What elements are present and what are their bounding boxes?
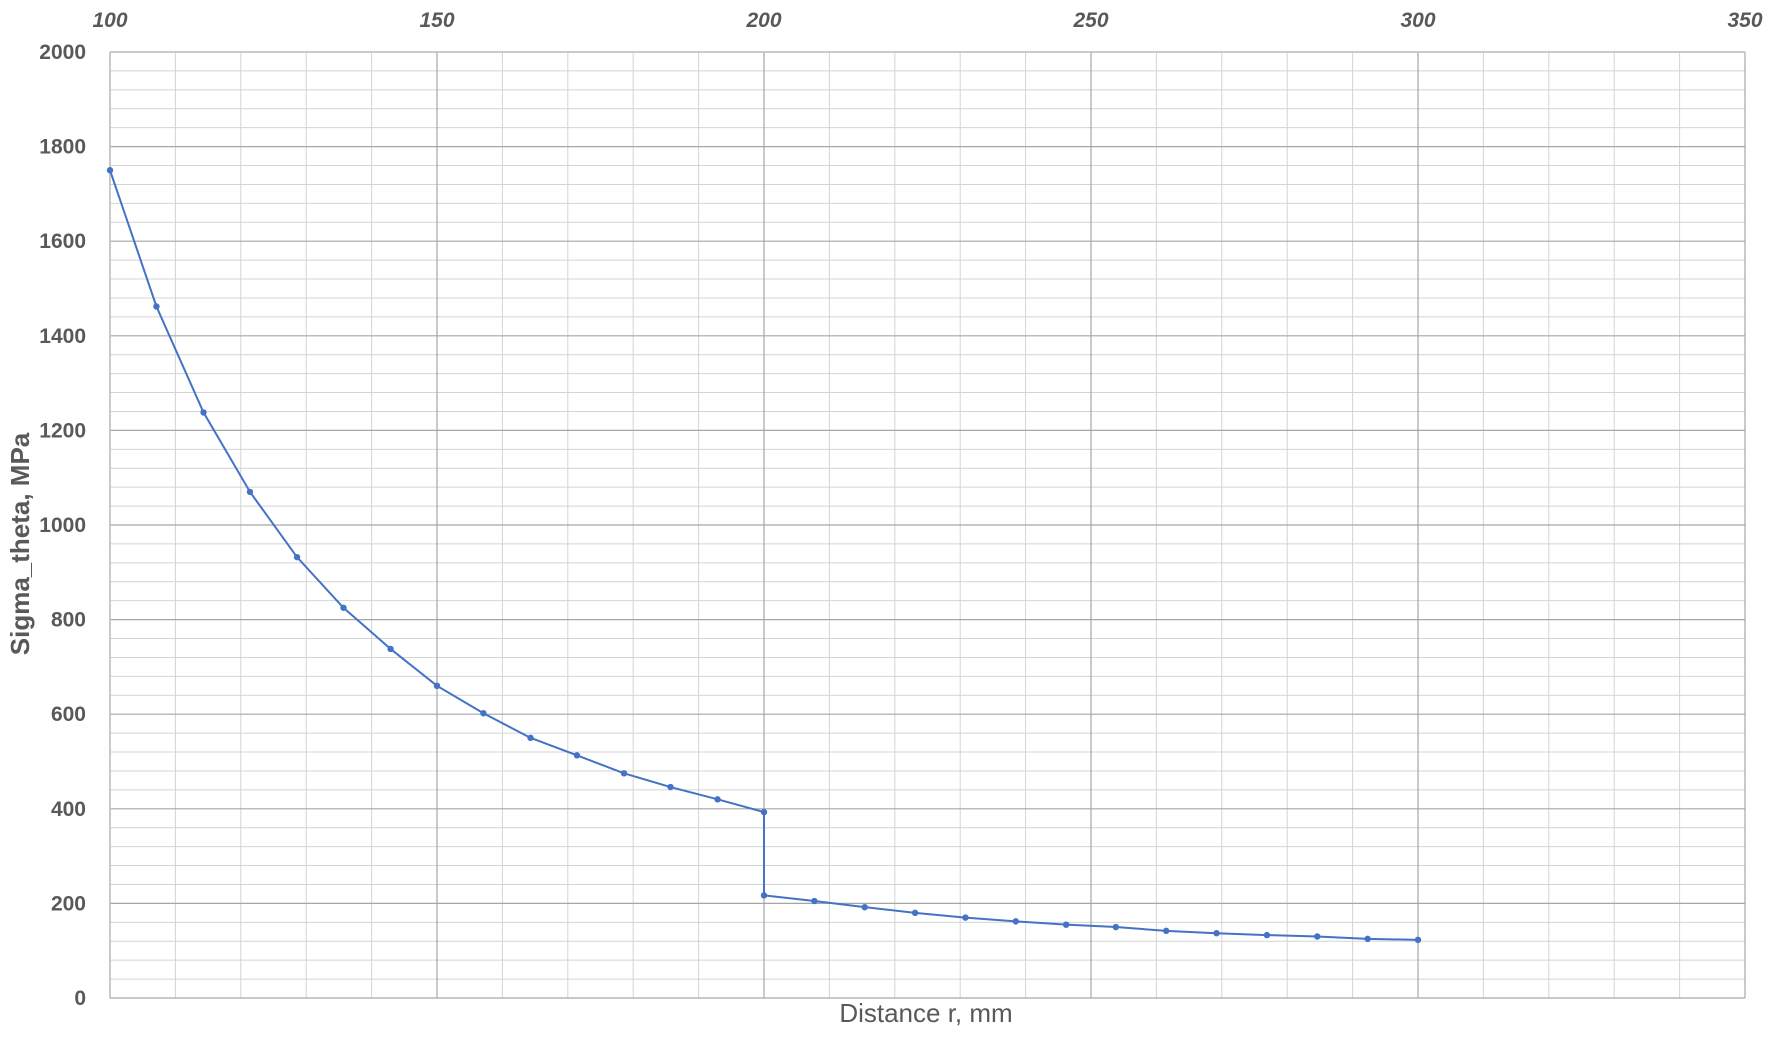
data-point: [861, 903, 868, 911]
data-point: [760, 808, 768, 816]
data-point: [760, 892, 768, 899]
x-tick-label: 200: [745, 9, 781, 32]
x-tick-label: 100: [92, 9, 127, 32]
y-tick-label: 1600: [39, 230, 86, 253]
x-tick-label: 150: [419, 9, 454, 32]
data-point: [246, 488, 254, 496]
y-tick-label: 1200: [39, 419, 86, 442]
data-point: [1163, 927, 1170, 935]
y-tick-label: 2000: [39, 41, 86, 64]
data-point: [714, 796, 721, 803]
data-point: [340, 604, 347, 611]
y-tick-label: 0: [74, 987, 86, 1010]
data-point: [1213, 929, 1220, 937]
data-point: [1062, 921, 1070, 928]
data-point: [1112, 923, 1120, 931]
y-tick-label: 600: [51, 703, 86, 726]
data-point: [1263, 931, 1271, 939]
data-point: [293, 553, 301, 561]
data-point: [573, 752, 581, 759]
axes: 100 150 200 250 300 350 0 200 400 600 800 1000 1200 1…: [39, 9, 1763, 1010]
data-point: [527, 734, 534, 742]
x-tick-label: 350: [1727, 9, 1762, 32]
data-point: [480, 710, 487, 717]
y-tick-label: 800: [51, 609, 86, 632]
data-point: [962, 914, 969, 921]
data-point: [911, 909, 919, 917]
data-point: [1414, 936, 1422, 944]
data-point: [667, 783, 674, 791]
y-tick-label: 200: [51, 892, 86, 915]
series: [106, 167, 1422, 944]
x-tick-label: 300: [1400, 9, 1435, 32]
y-tick-label: 400: [51, 798, 86, 821]
x-axis-title: Distance r, mm: [839, 998, 1012, 1028]
x-tick-label: 250: [1072, 9, 1108, 32]
data-point: [106, 167, 114, 174]
data-point: [1012, 918, 1019, 925]
data-point: [387, 645, 394, 653]
y-axis-title: Sigma_theta, MPa: [5, 432, 35, 655]
data-point: [1314, 933, 1321, 940]
data-point: [620, 770, 628, 777]
data-point: [1364, 935, 1371, 943]
y-tick-label: 1800: [39, 136, 86, 159]
data-point: [153, 303, 160, 310]
data-point: [200, 409, 207, 416]
y-tick-label: 1000: [39, 514, 86, 537]
grid: [109, 51, 1746, 999]
data-point: [433, 682, 441, 690]
y-tick-label: 1400: [39, 325, 86, 348]
data-point: [811, 897, 818, 905]
